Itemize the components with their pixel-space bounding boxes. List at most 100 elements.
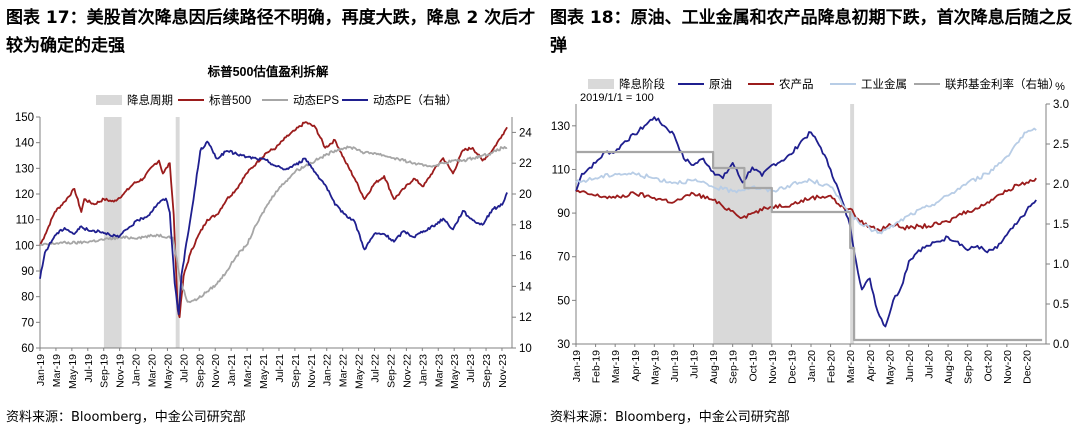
- x-tick-label: Jan-22: [322, 354, 334, 386]
- y-left-tick-label: 70: [557, 252, 570, 264]
- legend-label: 标普500: [209, 93, 251, 107]
- legend-label: 动态PE（右轴）: [373, 93, 457, 107]
- shaded-period: [175, 117, 180, 348]
- x-tick-label: Jul-21: [274, 354, 286, 383]
- y-left-tick-label: 100: [15, 240, 34, 252]
- y-right-tick-label: 10: [519, 343, 532, 355]
- left-axis-unit: 2019/1/1 = 100: [580, 92, 654, 104]
- x-tick-label: Nov-19: [767, 350, 779, 384]
- x-tick-label: Feb-20: [826, 350, 838, 383]
- y-right-tick-label: 3.0: [1053, 99, 1069, 111]
- legend-item: 动态PE（右轴）: [342, 93, 457, 107]
- x-tick-label: Oct-20: [982, 350, 994, 382]
- right-axis-unit: %: [1055, 81, 1065, 93]
- x-tick-label: May-22: [354, 354, 366, 389]
- y-right-tick-label: 24: [519, 127, 532, 139]
- x-tick-label: Jul-20: [924, 350, 936, 379]
- x-tick-label: Aug-20: [943, 350, 955, 384]
- x-tick-label: Mar-23: [433, 354, 445, 387]
- y-left-tick-label: 140: [15, 138, 34, 150]
- y-right-tick-label: 2.0: [1053, 179, 1069, 191]
- x-tick-label: Jul-20: [178, 354, 190, 383]
- y-left-tick-label: 150: [15, 112, 34, 124]
- y-left-tick-label: 90: [557, 208, 570, 220]
- x-tick-label: Feb-19: [591, 350, 603, 383]
- y-right-tick-label: 20: [519, 189, 532, 201]
- x-tick-label: May-19: [649, 350, 661, 385]
- x-tick-label: May-20: [884, 350, 896, 385]
- y-left-tick-label: 110: [552, 164, 570, 176]
- legend-label: 工业金属: [861, 77, 907, 91]
- x-tick-label: Mar-19: [610, 350, 622, 383]
- x-tick-label: Mar-22: [338, 354, 350, 387]
- x-tick-label: May-21: [258, 354, 270, 389]
- line-series-1: [39, 145, 508, 304]
- x-tick-label: Apr-19: [630, 350, 642, 382]
- y-left-tick-label: 130: [551, 121, 570, 133]
- legend-item: 动态EPS: [262, 94, 339, 107]
- y-right-tick-label: 14: [519, 281, 532, 293]
- y-left-tick-label: 110: [16, 215, 34, 227]
- y-right-tick-label: 0.5: [1053, 299, 1069, 311]
- y-right-tick-label: 22: [519, 158, 532, 170]
- x-tick-label: Oct-19: [747, 350, 759, 382]
- x-tick-label: Jul-19: [689, 350, 701, 379]
- shaded-period: [103, 117, 122, 348]
- source-note: 资料来源：Bloomberg，中金公司研究部: [550, 410, 790, 425]
- x-tick-label: Dec-19: [786, 350, 798, 384]
- y-right-tick-label: 1.5: [1053, 219, 1069, 231]
- y-left-tick-label: 120: [15, 189, 34, 201]
- x-tick-label: Nov-23: [497, 354, 509, 388]
- y-right-tick-label: 18: [519, 220, 532, 232]
- legend-swatch: [588, 79, 614, 89]
- shaded-period: [850, 104, 855, 344]
- x-tick-label: May-23: [449, 354, 461, 389]
- x-tick-label: Jan-20: [131, 354, 143, 386]
- y-right-tick-label: 2.5: [1053, 139, 1069, 151]
- x-tick-label: Jan-19: [35, 354, 47, 386]
- line-series-2: [39, 140, 508, 315]
- legend-label: 降息周期: [127, 93, 173, 107]
- source-note: 资料来源：Bloomberg，中金公司研究部: [6, 410, 246, 425]
- y-left-tick-label: 80: [21, 292, 34, 304]
- y-left-tick-label: 30: [557, 339, 570, 351]
- x-tick-label: Mar-20: [845, 350, 857, 383]
- x-tick-label: Apr-20: [865, 350, 877, 382]
- x-tick-label: Sep-20: [963, 350, 975, 384]
- right-chart: 降息阶段 原油 农产品 工业金属 联邦基金利率（右轴） 2019/1/1 = 100% 30…: [551, 77, 1069, 385]
- x-tick-label: Sep-22: [385, 354, 397, 388]
- line-series-0: [575, 116, 1037, 328]
- legend-label: 农产品: [779, 77, 814, 91]
- x-tick-label: Nov-21: [306, 354, 318, 388]
- x-tick-label: Mar-21: [242, 354, 254, 387]
- x-tick-label: Jul-19: [83, 354, 95, 383]
- figure-title: 图表 18：原油、工业金属和农产品降息初期下跌，首次降息后随之反弹: [550, 8, 1073, 56]
- x-tick-label: Nov-19: [115, 354, 127, 388]
- x-tick-label: Jan-21: [226, 354, 238, 386]
- x-tick-label: Sep-21: [290, 354, 302, 388]
- x-tick-label: May-19: [67, 354, 79, 389]
- x-tick-label: May-20: [162, 354, 174, 389]
- x-tick-label: Sep-19: [728, 350, 740, 384]
- y-right-tick-label: 0.0: [1053, 339, 1069, 351]
- right-figure-panel: 图表 18：原油、工业金属和农产品降息初期下跌，首次降息后随之反弹 降息阶段 原油…: [544, 0, 1080, 434]
- legend-label: 原油: [709, 77, 732, 91]
- line-series-3: [576, 150, 1043, 342]
- y-left-tick-label: 70: [21, 317, 34, 329]
- line-series-0: [39, 121, 508, 319]
- x-tick-label: Jul-22: [370, 354, 382, 383]
- legend-label: 联邦基金利率（右轴）: [945, 77, 1060, 91]
- y-right-tick-label: 16: [519, 251, 532, 263]
- legend-label: 降息阶段: [619, 77, 665, 91]
- y-left-tick-label: 60: [21, 343, 34, 355]
- y-left-tick-label: 50: [557, 295, 570, 307]
- legend-swatch: [96, 95, 122, 105]
- x-tick-label: Jun-19: [669, 350, 681, 382]
- line-series-2: [575, 127, 1037, 235]
- legend-item: 原油: [678, 77, 732, 91]
- legend-item: 降息阶段: [588, 77, 665, 91]
- x-tick-label: Sep-23: [481, 354, 493, 388]
- legend-label: 动态EPS: [293, 94, 339, 107]
- x-tick-label: Jan-19: [571, 350, 583, 382]
